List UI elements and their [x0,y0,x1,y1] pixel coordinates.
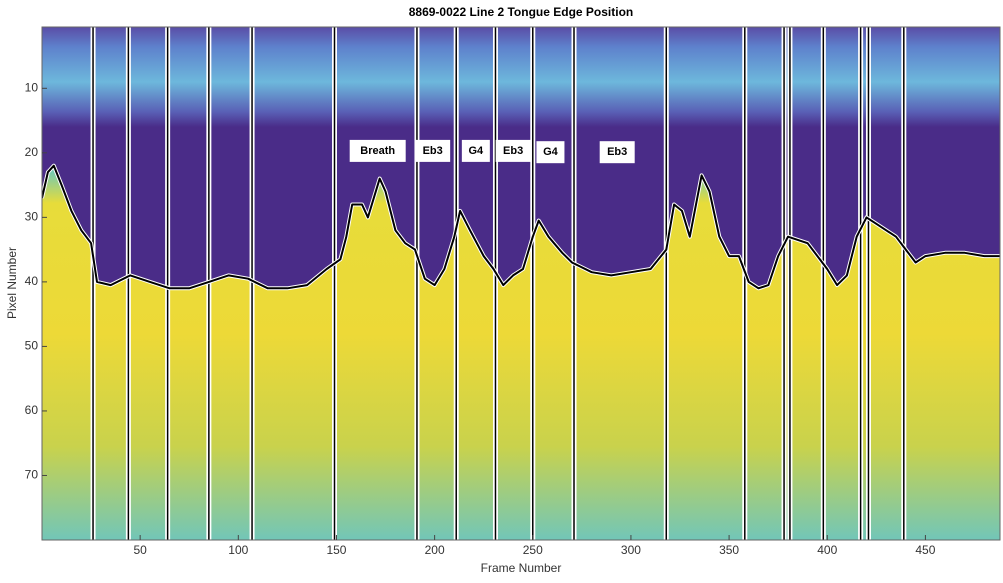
x-tick-label: 350 [719,543,739,557]
y-tick-label: 30 [25,210,39,224]
y-axis-label: Pixel Number [5,247,19,319]
y-tick-label: 40 [25,274,39,288]
y-tick-label: 70 [25,468,39,482]
upper-band [42,27,1000,127]
y-tick-label: 60 [25,403,39,417]
annotation: G4 [469,145,485,157]
annotation-box [495,139,531,162]
y-tick-label: 50 [25,339,39,353]
x-axis-label: Frame Number [481,561,562,575]
edge-line [42,164,1000,290]
annotation-box [349,139,406,162]
y-tick-label: 20 [25,145,39,159]
plot-area [42,27,1000,540]
annotation: Breath [360,145,395,157]
x-tick-label: 50 [133,543,147,557]
annotation-box [599,141,635,164]
tongue-region [42,165,1000,540]
x-tick-label: 400 [817,543,837,557]
x-tick-label: 100 [228,543,248,557]
annotation: Eb3 [503,145,523,157]
chart-title: 8869-0022 Line 2 Tongue Edge Position [409,5,634,19]
plot-frame [41,26,1001,541]
x-tick-label: 200 [425,543,445,557]
x-tick-label: 150 [326,543,346,557]
annotation-box [536,141,565,164]
x-tick-label: 250 [523,543,543,557]
annotation: Eb3 [607,146,627,158]
x-tick-label: 300 [621,543,641,557]
annotation-box [461,139,490,162]
annotation-box [415,139,451,162]
annotation: Eb3 [423,145,443,157]
y-tick-label: 10 [25,80,39,94]
x-tick-label: 450 [915,543,935,557]
annotation: G4 [543,146,559,158]
